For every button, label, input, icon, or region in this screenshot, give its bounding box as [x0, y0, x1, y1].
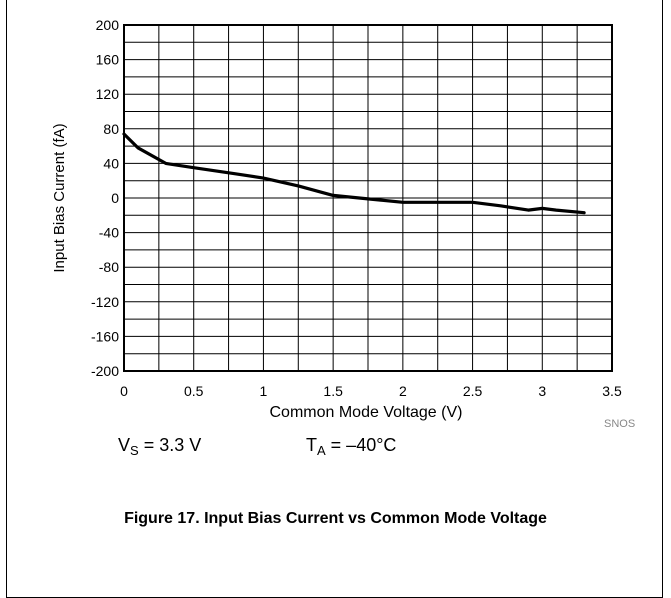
y-tick-label: 120 [96, 86, 120, 102]
ambient-temperature-condition: TA = –40°C [306, 435, 396, 458]
y-tick-label: 200 [96, 17, 120, 33]
x-axis-label: Common Mode Voltage (V) [270, 404, 463, 421]
y-tick-label: -40 [99, 225, 119, 241]
x-tick-label: 3.5 [602, 383, 622, 399]
figure-caption: Figure 17. Input Bias Current vs Common … [124, 510, 547, 527]
x-tick-labels: 0 0.5 1 1.5 2 2.5 3 3.5 [120, 383, 622, 399]
vs-value: = 3.3 V [138, 435, 202, 455]
x-tick-label: 3 [538, 383, 546, 399]
y-axis-label: Input Bias Current (fA) [51, 123, 68, 272]
series-layer [122, 132, 586, 215]
x-tick-label: 0.5 [184, 383, 204, 399]
x-tick-label: 1.5 [323, 383, 343, 399]
y-tick-label: -80 [99, 259, 119, 275]
series-line [122, 132, 586, 215]
y-tick-label: -160 [91, 328, 119, 344]
plot-border [123, 24, 613, 372]
x-tick-label: 2.5 [463, 383, 483, 399]
x-tick-label: 1 [260, 383, 268, 399]
supply-voltage-condition: VS = 3.3 V [118, 435, 201, 458]
y-tick-label: 0 [111, 190, 119, 206]
vs-symbol: V [118, 435, 131, 455]
ta-symbol: T [306, 435, 317, 455]
y-tick-label: -200 [91, 363, 119, 379]
vs-subscript: S [130, 443, 139, 458]
y-tick-label: 160 [96, 52, 120, 68]
x-tick-label: 2 [399, 383, 407, 399]
y-tick-label: 80 [103, 121, 119, 137]
ta-value: = –40°C [325, 435, 397, 455]
grid [124, 25, 612, 371]
x-tick-label: 0 [120, 383, 128, 399]
watermark: SNOS [604, 418, 635, 430]
chart: 200 160 120 80 40 0 -40 -80 -120 -160 -200 0 0.5 1 1.… [51, 17, 635, 430]
y-tick-labels: 200 160 120 80 40 0 -40 -80 -120 -160 -200 [91, 17, 119, 379]
ta-subscript: A [317, 443, 326, 458]
y-tick-label: -120 [91, 294, 119, 310]
y-tick-label: 40 [103, 155, 119, 171]
